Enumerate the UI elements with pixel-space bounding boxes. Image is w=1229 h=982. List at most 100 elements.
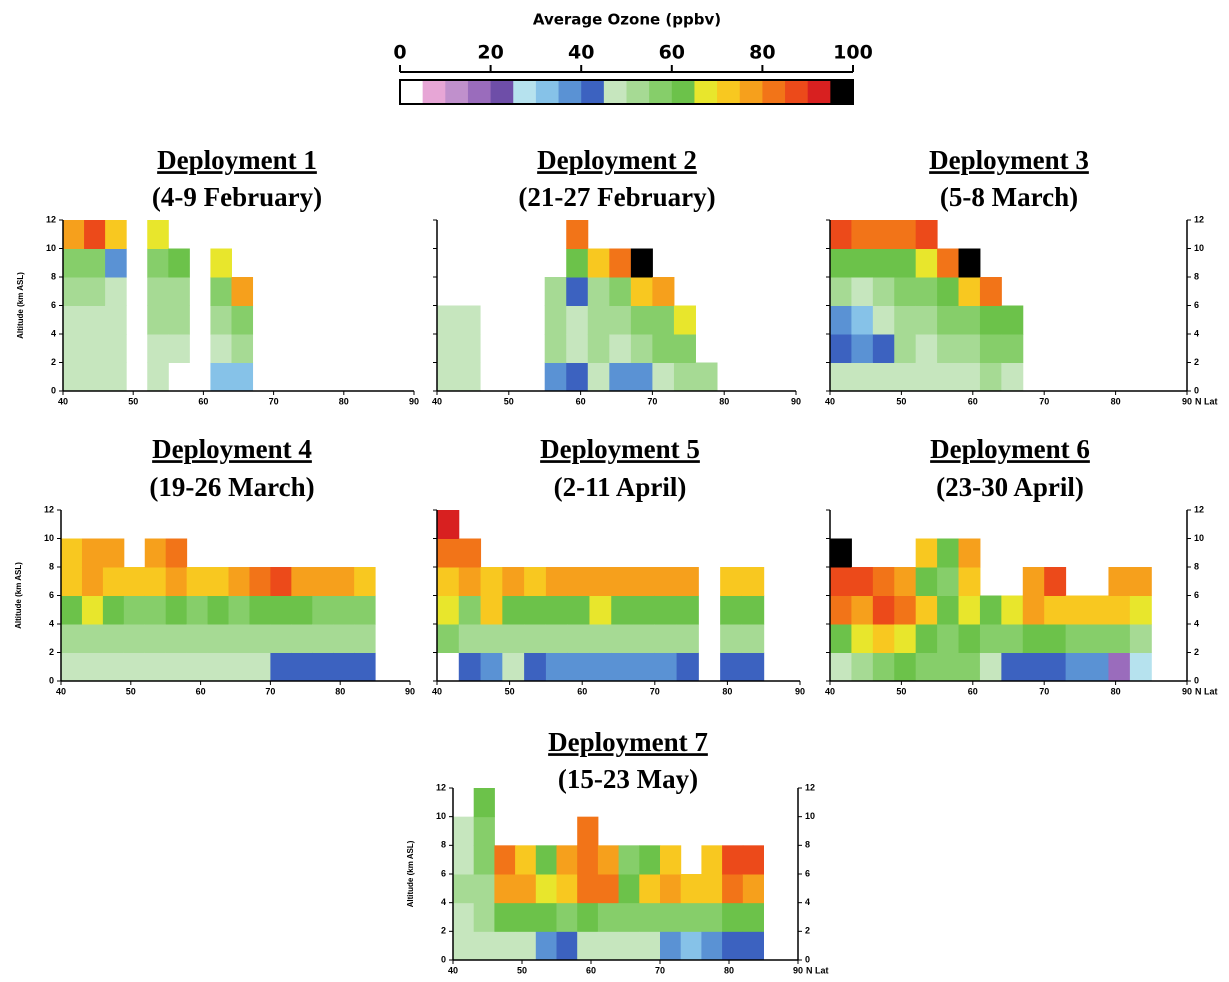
- ozone-cell: [458, 334, 481, 363]
- y-tick-label-right: 12: [805, 782, 815, 792]
- ozone-cell: [652, 305, 675, 335]
- ozone-cell: [144, 595, 167, 625]
- ozone-cell: [291, 624, 313, 653]
- colorbar-cell: [513, 80, 537, 104]
- colorbar-cell: [694, 80, 718, 104]
- ozone-cell: [270, 652, 292, 682]
- panel-title: Deployment 5: [540, 434, 700, 464]
- ozone-cell: [851, 277, 874, 306]
- ozone-cell: [722, 845, 744, 875]
- ozone-cell: [915, 595, 938, 625]
- ozone-cell: [333, 595, 355, 625]
- ozone-cell: [453, 874, 475, 904]
- ozone-cell: [1001, 652, 1024, 682]
- x-tick-label: 50: [126, 686, 136, 696]
- ozone-cell: [165, 595, 188, 625]
- ozone-cell: [566, 362, 589, 392]
- ozone-cell: [587, 305, 610, 335]
- ozone-cell: [577, 902, 599, 932]
- ozone-cell: [473, 902, 495, 932]
- panel-title: Deployment 2: [537, 145, 697, 175]
- ozone-cell: [102, 567, 125, 596]
- y-tick-label-right: 8: [1194, 561, 1199, 571]
- ozone-cell: [545, 595, 569, 625]
- ozone-cell: [502, 567, 525, 596]
- panel-subtitle: (4-9 February): [152, 182, 322, 212]
- ozone-cell: [639, 874, 661, 904]
- ozone-cell: [830, 624, 852, 653]
- ozone-cell: [458, 538, 482, 568]
- colorbar-frame: [399, 79, 854, 105]
- ozone-cell: [63, 220, 85, 249]
- y-tick-label: 0: [441, 954, 446, 964]
- ozone-cell: [84, 220, 106, 249]
- ozone-cell: [1065, 652, 1088, 682]
- ozone-cell: [894, 362, 917, 392]
- ozone-cell: [633, 595, 656, 625]
- ozone-cell: [673, 305, 696, 335]
- colorbar-cell: [649, 80, 673, 104]
- y-tick-label: 0: [51, 385, 56, 395]
- ozone-cell: [894, 220, 917, 249]
- ozone-cell: [437, 362, 460, 392]
- ozone-cell: [545, 567, 569, 596]
- ozone-cell: [102, 624, 125, 653]
- ozone-cell: [587, 362, 610, 392]
- ozone-cell: [84, 277, 106, 306]
- ozone-cell: [979, 305, 1002, 335]
- ozone-cell: [84, 362, 106, 392]
- ozone-cell: [587, 248, 610, 278]
- ozone-cell: [228, 652, 250, 682]
- ozone-cell: [701, 902, 723, 932]
- ozone-cell: [147, 305, 169, 335]
- y-axis-label: Altitude (km ASL): [406, 840, 415, 907]
- panel-subtitle: (21-27 February): [518, 182, 715, 212]
- ozone-cell: [502, 624, 525, 653]
- ozone-cell: [147, 277, 169, 306]
- ozone-cell: [618, 931, 640, 961]
- ozone-cell: [630, 277, 653, 306]
- ozone-cell: [660, 902, 682, 932]
- ozone-cell: [851, 362, 874, 392]
- ozone-cell: [545, 624, 569, 653]
- ozone-cell: [105, 248, 127, 278]
- ozone-cell: [473, 931, 495, 961]
- y-tick-label: 8: [49, 561, 54, 571]
- ozone-cell: [633, 652, 656, 682]
- ozone-cell: [480, 567, 503, 596]
- ozone-cell: [1065, 595, 1088, 625]
- ozone-cell: [168, 334, 190, 363]
- ozone-cell: [609, 248, 632, 278]
- ozone-cell: [830, 362, 852, 392]
- ozone-cell: [937, 334, 960, 363]
- ozone-cell: [654, 652, 678, 682]
- ozone-cell: [830, 248, 852, 278]
- ozone-cell: [556, 931, 578, 961]
- ozone-cell: [544, 277, 567, 306]
- x-tick-label: 70: [655, 965, 665, 975]
- colorbar-cell: [830, 80, 854, 104]
- panel-subtitle: (19-26 March): [149, 472, 314, 502]
- ozone-cell: [165, 538, 188, 568]
- ozone-cell: [611, 567, 634, 596]
- colorbar-cell: [558, 80, 582, 104]
- ozone-cell: [915, 220, 938, 249]
- ozone-cell: [680, 902, 702, 932]
- ozone-cell: [81, 624, 104, 653]
- ozone-cell: [1001, 305, 1024, 335]
- ozone-cell: [872, 652, 895, 682]
- ozone-cell: [742, 874, 764, 904]
- y-tick-label-right: 10: [1194, 243, 1204, 253]
- x-tick-label: 40: [58, 396, 68, 406]
- ozone-cell: [915, 652, 938, 682]
- colorbar-cell: [490, 80, 514, 104]
- ozone-cell: [535, 902, 557, 932]
- ozone-cell: [742, 845, 764, 875]
- x-tick-label: 90: [1182, 686, 1192, 696]
- ozone-cell: [618, 902, 640, 932]
- ozone-cell: [437, 624, 460, 653]
- ozone-cell: [210, 305, 232, 335]
- ozone-cell: [958, 248, 981, 278]
- ozone-cell: [473, 845, 495, 875]
